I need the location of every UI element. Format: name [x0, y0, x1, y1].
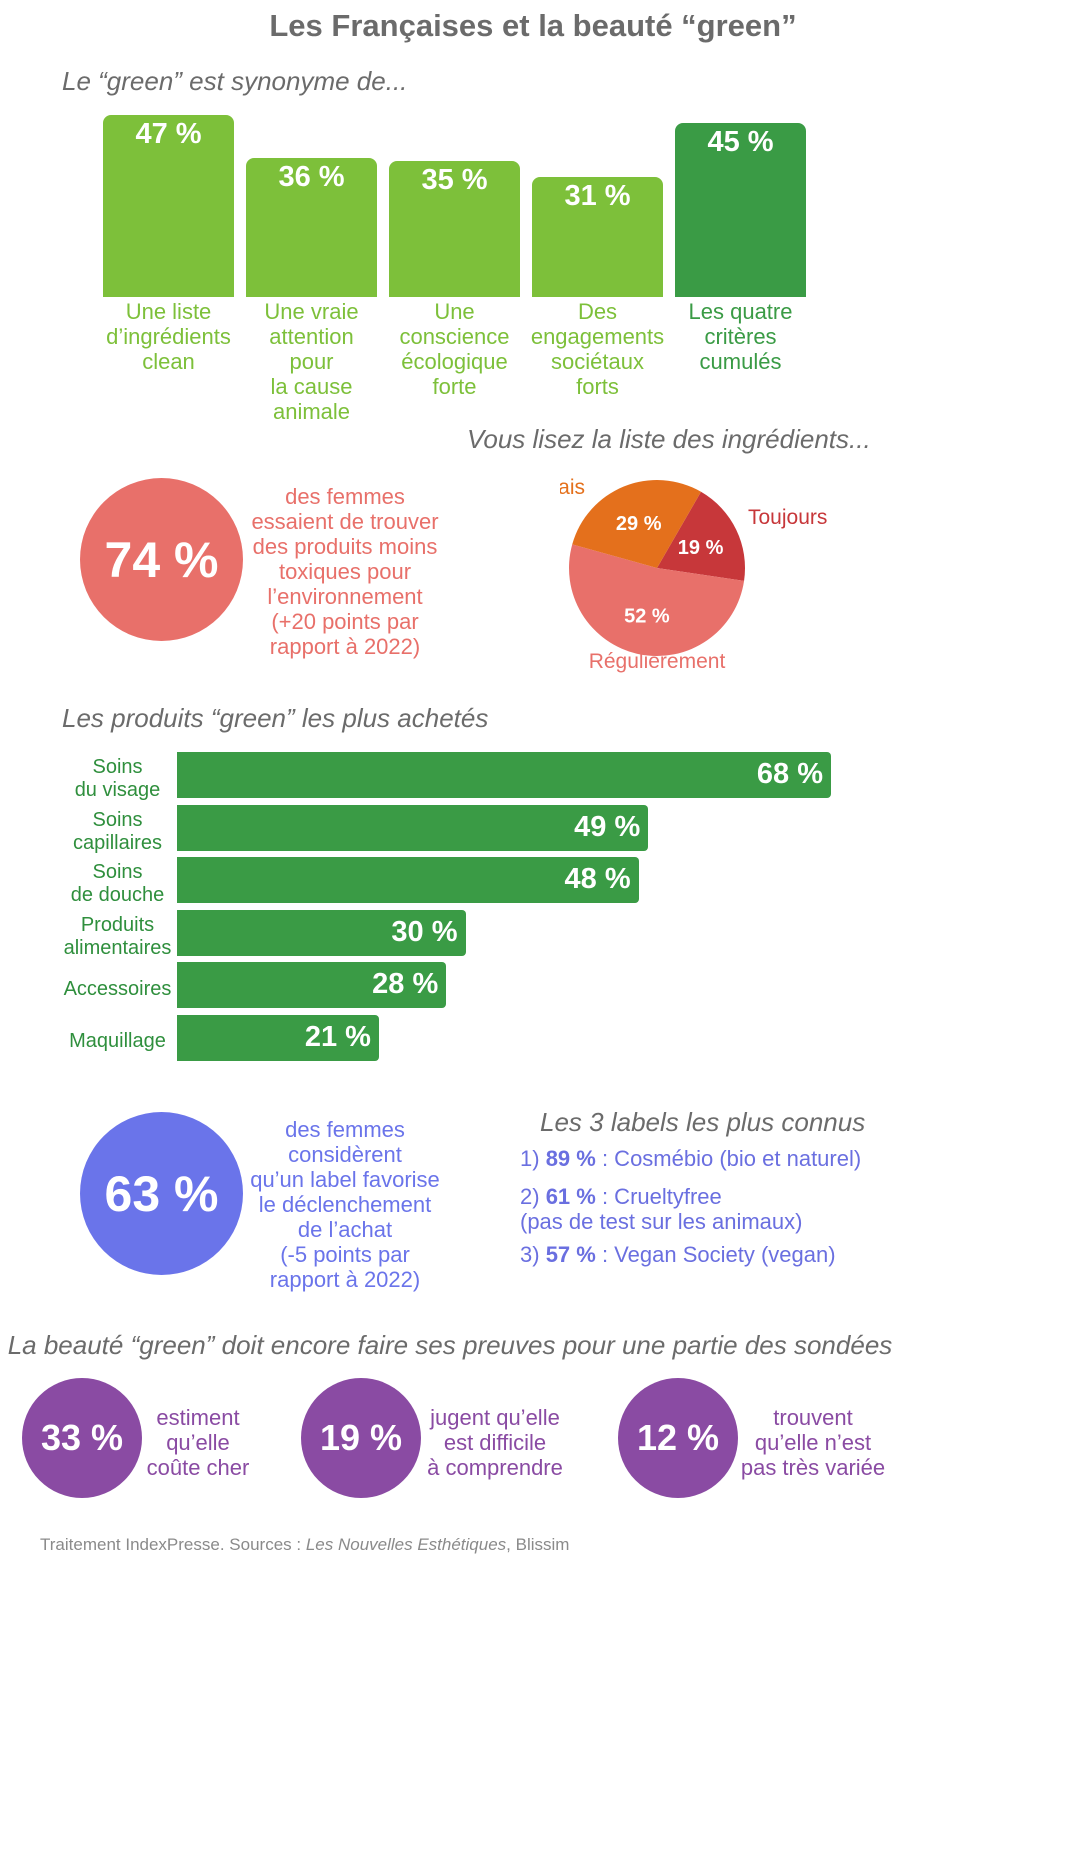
- bar-value-label: 31 %: [564, 179, 631, 212]
- hbar-category-label: Soins de douche: [70, 861, 165, 906]
- hbar-0: [177, 752, 831, 798]
- bar-4: [675, 122, 806, 297]
- synonym-chart-title: Le “green” est synonyme de...: [62, 66, 408, 96]
- hbar-value-label: 21 %: [304, 1020, 371, 1053]
- hbar-value-label: 28 %: [372, 968, 439, 1000]
- hbar-1: [177, 804, 649, 851]
- stat-12-text: trouvent qu’elle n’est pas très variée: [740, 1405, 886, 1480]
- pie-category-label: Jamais: [560, 476, 585, 499]
- hbar-category-label: Soins capillaires: [73, 808, 162, 854]
- bar-3: [532, 176, 663, 297]
- hbar-2: [177, 857, 639, 903]
- stat-19-text: jugent qu’elle est difficile à comprendr…: [427, 1405, 563, 1480]
- stat-63-value: 63 %: [104, 1165, 219, 1222]
- label-item-2: 2) 61 % : Crueltyfree (pas de test sur l…: [520, 1184, 803, 1234]
- stat-74-text: des femmes essaient de trouver des produ…: [251, 484, 439, 659]
- stat-74-circle: 74 %: [80, 478, 243, 641]
- bar-category-label: Des engagements sociétaux forts: [530, 299, 665, 399]
- bar-0: [103, 115, 234, 297]
- stat-63-text: des femmes considèrent qu’un label favor…: [250, 1117, 440, 1292]
- hbar-category-label: Produits alimentaires: [63, 913, 172, 959]
- bar-value-label: 36 %: [278, 160, 345, 193]
- bar-category-label: Les quatre critères cumulés: [688, 299, 793, 374]
- pie-slice-1: [569, 544, 745, 656]
- pie-category-label: Toujours: [748, 506, 827, 529]
- products-bar-chart: 68 % Soins du visage 49 % Soins capillaires…: [63, 752, 831, 1061]
- labels-title: Les 3 labels les plus connus: [540, 1107, 866, 1137]
- page-title: Les Françaises et la beauté “green”: [269, 8, 797, 43]
- bar-2: [389, 161, 520, 297]
- label-item-3: 3) 57 % : Vegan Society (vegan): [520, 1242, 836, 1267]
- bar-category-label: Une conscience écologique forte: [399, 299, 510, 399]
- hbar-category-label: Maquillage: [69, 1030, 166, 1052]
- stat-19-value: 19 %: [319, 1417, 403, 1458]
- pie-value-label: 29 %: [616, 513, 662, 535]
- pie-category-label: Régulièrement: [589, 650, 726, 673]
- hbar-5: [177, 1014, 379, 1061]
- stat-74-value: 74 %: [104, 531, 219, 588]
- bar-value-label: 47 %: [135, 118, 202, 150]
- hbar-4: [177, 962, 447, 1008]
- bar-category-label: Une vraie attention pour la cause animal…: [264, 299, 359, 424]
- hbar-3: [177, 909, 466, 956]
- pie-slice-2: [572, 480, 701, 568]
- stat-33-value: 33 %: [40, 1417, 124, 1458]
- label-item-1: 1) 89 % : Cosmébio (bio et naturel): [520, 1146, 862, 1171]
- bar-value-label: 35 %: [421, 164, 488, 197]
- synonym-bar-chart: 47 % Une liste d’ingrédients clean 36 % Une…: [0, 0, 1066, 424]
- pie-slice-0: [657, 491, 745, 581]
- stat-19-circle: 19 %: [301, 1378, 421, 1498]
- bar-value-label: 45 %: [707, 125, 774, 158]
- hbar-value-label: 49 %: [574, 810, 641, 843]
- products-chart-title: Les produits “green” les plus achetés: [62, 703, 489, 733]
- hbar-value-label: 68 %: [756, 758, 823, 790]
- pie-value-label: 52 %: [624, 605, 670, 627]
- stat-63-circle: 63 %: [80, 1112, 243, 1275]
- hbar-value-label: 48 %: [564, 863, 631, 895]
- pie-chart-title: Vous lisez la liste des ingrédients...: [467, 424, 871, 454]
- stat-33-circle: 33 %: [22, 1378, 142, 1498]
- proof-title: La beauté “green” doit encore faire ses …: [7, 1330, 893, 1360]
- stat-12-value: 12 %: [636, 1417, 720, 1458]
- pie-value-label: 19 %: [678, 537, 724, 559]
- hbar-category-label: Accessoires: [63, 977, 172, 1000]
- source-note: Traitement IndexPresse. Sources : Les No…: [40, 1535, 570, 1554]
- hbar-value-label: 30 %: [391, 915, 458, 948]
- bar-1: [246, 157, 377, 297]
- stat-33-text: estiment qu’elle coûte cher: [146, 1405, 250, 1480]
- bar-category-label: Une liste d’ingrédients clean: [106, 299, 231, 374]
- ingredients-pie-chart: 19 % 52 % 29 % Toujours Régulièrement Jamais: [560, 476, 827, 673]
- stat-12-circle: 12 %: [618, 1378, 738, 1498]
- hbar-category-label: Soins du visage: [74, 756, 161, 801]
